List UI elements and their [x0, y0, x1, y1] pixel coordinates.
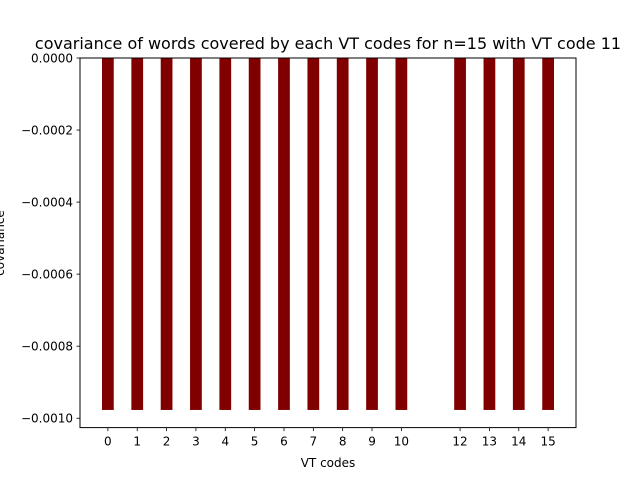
bar-3	[190, 58, 202, 410]
bar-0	[102, 58, 114, 410]
y-axis: 0.0000 −0.0002 −0.0004 −0.0006 −0.0008 −0.001…	[21, 52, 80, 426]
x-tick-label: 7	[310, 435, 318, 449]
y-tick-label: −0.0006	[21, 268, 73, 282]
x-tick-label: 10	[394, 435, 409, 449]
y-tick-label: −0.0010	[21, 412, 73, 426]
bar-8	[336, 58, 349, 410]
x-tick-label: 0	[104, 435, 112, 449]
y-tick-label: −0.0008	[21, 340, 73, 354]
x-tick-label: 1	[133, 435, 141, 449]
y-tick-label: −0.0002	[21, 124, 73, 138]
bar-9	[366, 58, 378, 410]
x-tick-label: 5	[251, 435, 259, 449]
bar-1	[131, 58, 144, 410]
x-tick-label: 6	[280, 435, 288, 449]
bar-6	[278, 58, 290, 410]
bar-4	[219, 58, 232, 410]
bar-10	[395, 58, 408, 410]
plot-frame	[79, 57, 577, 429]
x-tick-label: 3	[192, 435, 200, 449]
x-tick-label: 15	[540, 435, 555, 449]
bar-12	[454, 58, 466, 410]
x-tick-label: 4	[221, 435, 229, 449]
bar-2	[160, 58, 173, 410]
bar-7	[307, 58, 320, 410]
x-axis-label: VT codes	[301, 456, 356, 470]
y-axis-label: covariance	[0, 210, 7, 276]
bar-14	[512, 58, 525, 410]
x-tick-label: 14	[511, 435, 526, 449]
bar-5	[248, 58, 261, 410]
x-tick-label: 2	[163, 435, 171, 449]
x-tick-label: 12	[452, 435, 467, 449]
bar-15	[542, 58, 554, 410]
x-axis: 0 1 2 3 4 5 6 7 8 9 10 12 13 14 15	[104, 427, 556, 449]
y-tick-label: 0.0000	[31, 52, 73, 66]
x-tick-label: 8	[339, 435, 347, 449]
y-tick-label: −0.0004	[21, 196, 73, 210]
bar-13	[483, 58, 496, 410]
x-tick-label: 9	[368, 435, 376, 449]
x-tick-label: 13	[482, 435, 497, 449]
chart-title: covariance of words covered by each VT c…	[35, 34, 621, 53]
bars-group	[102, 58, 554, 410]
